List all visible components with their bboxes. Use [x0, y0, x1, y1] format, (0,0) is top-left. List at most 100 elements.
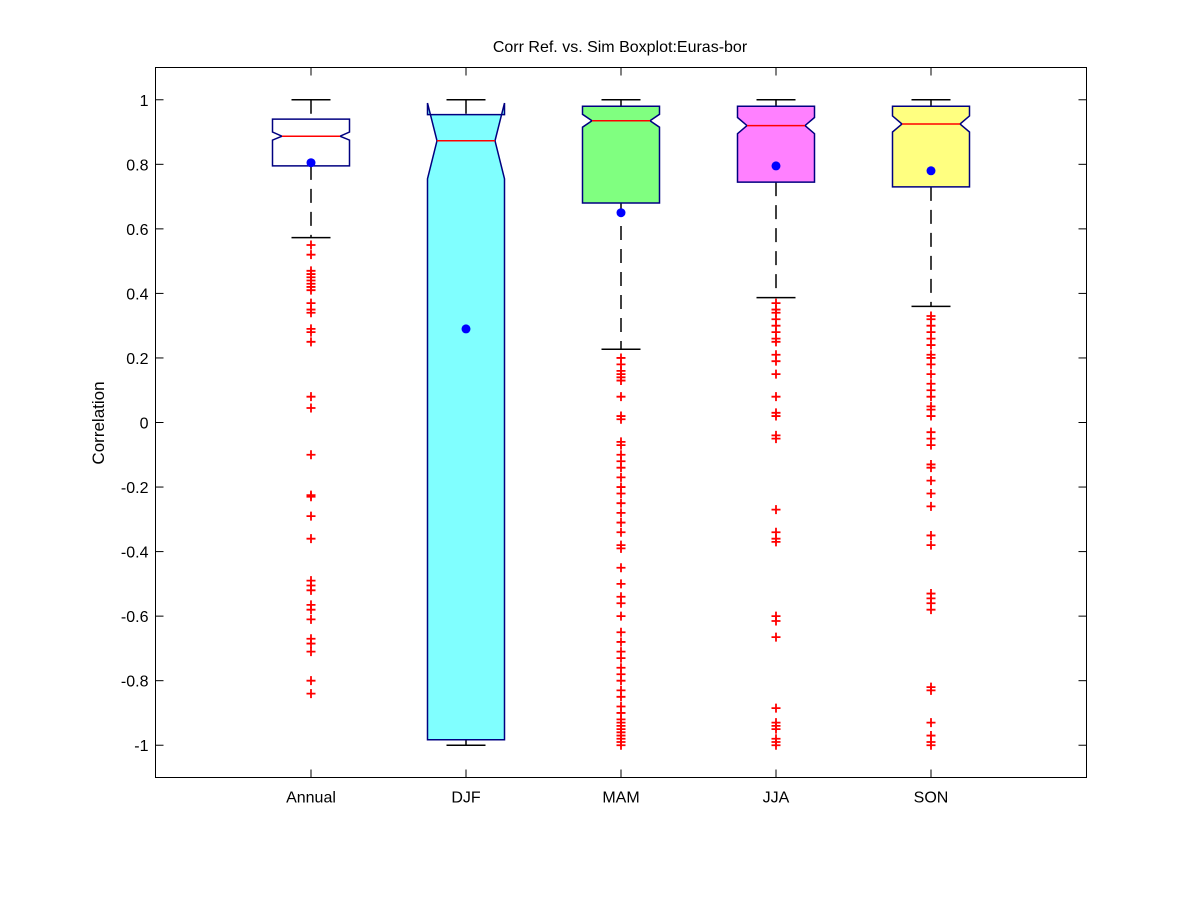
outlier-marker — [306, 327, 316, 337]
outlier-marker — [616, 463, 626, 473]
outlier-marker — [616, 611, 626, 621]
outlier-marker — [771, 537, 781, 547]
chart-title: Corr Ref. vs. Sim Boxplot:Euras-bor — [493, 39, 748, 56]
outlier-marker — [306, 250, 316, 260]
box-group-mam — [581, 99, 661, 750]
outlier-marker — [306, 450, 316, 460]
outlier-marker — [771, 740, 781, 750]
outlier-marker — [616, 676, 626, 686]
y-tick-label: -1 — [134, 738, 148, 755]
outlier-marker — [616, 518, 626, 528]
outlier-marker — [616, 627, 626, 637]
outlier-marker — [616, 376, 626, 386]
outlier-marker — [306, 605, 316, 615]
outlier-marker — [926, 685, 936, 695]
mean-marker — [771, 161, 781, 171]
y-tick-label: 0.6 — [126, 222, 148, 239]
outlier-marker — [771, 632, 781, 642]
outlier-marker — [616, 527, 626, 537]
outlier-marker — [926, 463, 936, 473]
outlier-marker — [306, 647, 316, 657]
outlier-marker — [306, 676, 316, 686]
y-tick-label: 0 — [140, 416, 149, 433]
outlier-marker — [616, 637, 626, 647]
box-body — [426, 102, 506, 741]
y-tick-label: -0.2 — [121, 480, 149, 497]
outlier-marker — [306, 689, 316, 699]
outlier-marker — [771, 505, 781, 515]
outlier-marker — [306, 240, 316, 250]
outlier-marker — [926, 540, 936, 550]
outlier-marker — [926, 340, 936, 350]
outlier-marker — [616, 392, 626, 402]
outlier-marker — [616, 740, 626, 750]
outlier-marker — [306, 511, 316, 521]
box-body — [581, 105, 661, 204]
y-tick-label: 0.2 — [126, 351, 148, 368]
outlier-marker — [926, 440, 936, 450]
outlier-marker — [306, 639, 316, 649]
outlier-marker — [306, 392, 316, 402]
y-tick-label: -0.4 — [121, 545, 149, 562]
outlier-marker — [616, 563, 626, 573]
outlier-marker — [926, 530, 936, 540]
outlier-marker — [616, 508, 626, 518]
outlier-marker — [306, 285, 316, 295]
outlier-marker — [306, 585, 316, 595]
outlier-marker — [306, 403, 316, 413]
mean-marker — [926, 166, 936, 176]
outlier-marker — [616, 692, 626, 702]
mean-marker — [616, 208, 626, 218]
outlier-marker — [306, 492, 316, 502]
x-tick-label: Annual — [286, 790, 336, 807]
x-tick-label: SON — [914, 790, 949, 807]
box-body — [271, 118, 351, 167]
outlier-marker — [926, 501, 936, 511]
x-tick-label: MAM — [602, 790, 639, 807]
outlier-marker — [306, 308, 316, 318]
outlier-marker — [771, 369, 781, 379]
box-body — [891, 105, 971, 188]
outlier-marker — [926, 359, 936, 369]
outlier-marker — [616, 579, 626, 589]
outlier-marker — [616, 414, 626, 424]
outlier-marker — [926, 740, 936, 750]
outlier-marker — [771, 392, 781, 402]
outlier-marker — [771, 411, 781, 421]
outlier-marker — [926, 718, 936, 728]
outlier-marker — [926, 369, 936, 379]
outlier-marker — [306, 337, 316, 347]
box-group-djf — [426, 99, 506, 746]
outlier-marker — [771, 356, 781, 366]
y-tick-label: -0.8 — [121, 674, 149, 691]
outlier-marker — [616, 598, 626, 608]
mean-marker — [306, 158, 316, 168]
outlier-marker — [926, 476, 936, 486]
plot-area — [271, 99, 971, 750]
outlier-marker — [926, 411, 936, 421]
outlier-marker — [926, 392, 936, 402]
outlier-marker — [616, 472, 626, 482]
x-tick-label: JJA — [763, 790, 790, 807]
box-group-son — [891, 99, 971, 750]
outlier-marker — [306, 534, 316, 544]
y-tick-label: 1 — [140, 93, 149, 110]
box-group-annual — [271, 99, 351, 699]
outlier-marker — [771, 703, 781, 713]
outlier-marker — [771, 724, 781, 734]
x-axis: Annual DJF MAM JJA SON — [286, 67, 949, 807]
x-tick-label: DJF — [451, 790, 481, 807]
y-tick-label: -0.6 — [121, 609, 149, 626]
y-axis: -1 -0.8 -0.6 -0.4 -0.2 0 0.2 0.4 0.6 0.8 1 — [121, 93, 1087, 755]
y-tick-label: 0.4 — [126, 286, 148, 303]
outlier-marker — [306, 614, 316, 624]
y-tick-label: 0.8 — [126, 157, 148, 174]
outlier-marker — [926, 489, 936, 498]
y-axis-label: Correlation — [89, 381, 108, 464]
outlier-marker — [616, 653, 626, 663]
mean-marker — [461, 324, 471, 334]
outlier-marker — [771, 434, 781, 444]
outlier-marker — [616, 440, 626, 450]
outlier-marker — [616, 489, 626, 498]
